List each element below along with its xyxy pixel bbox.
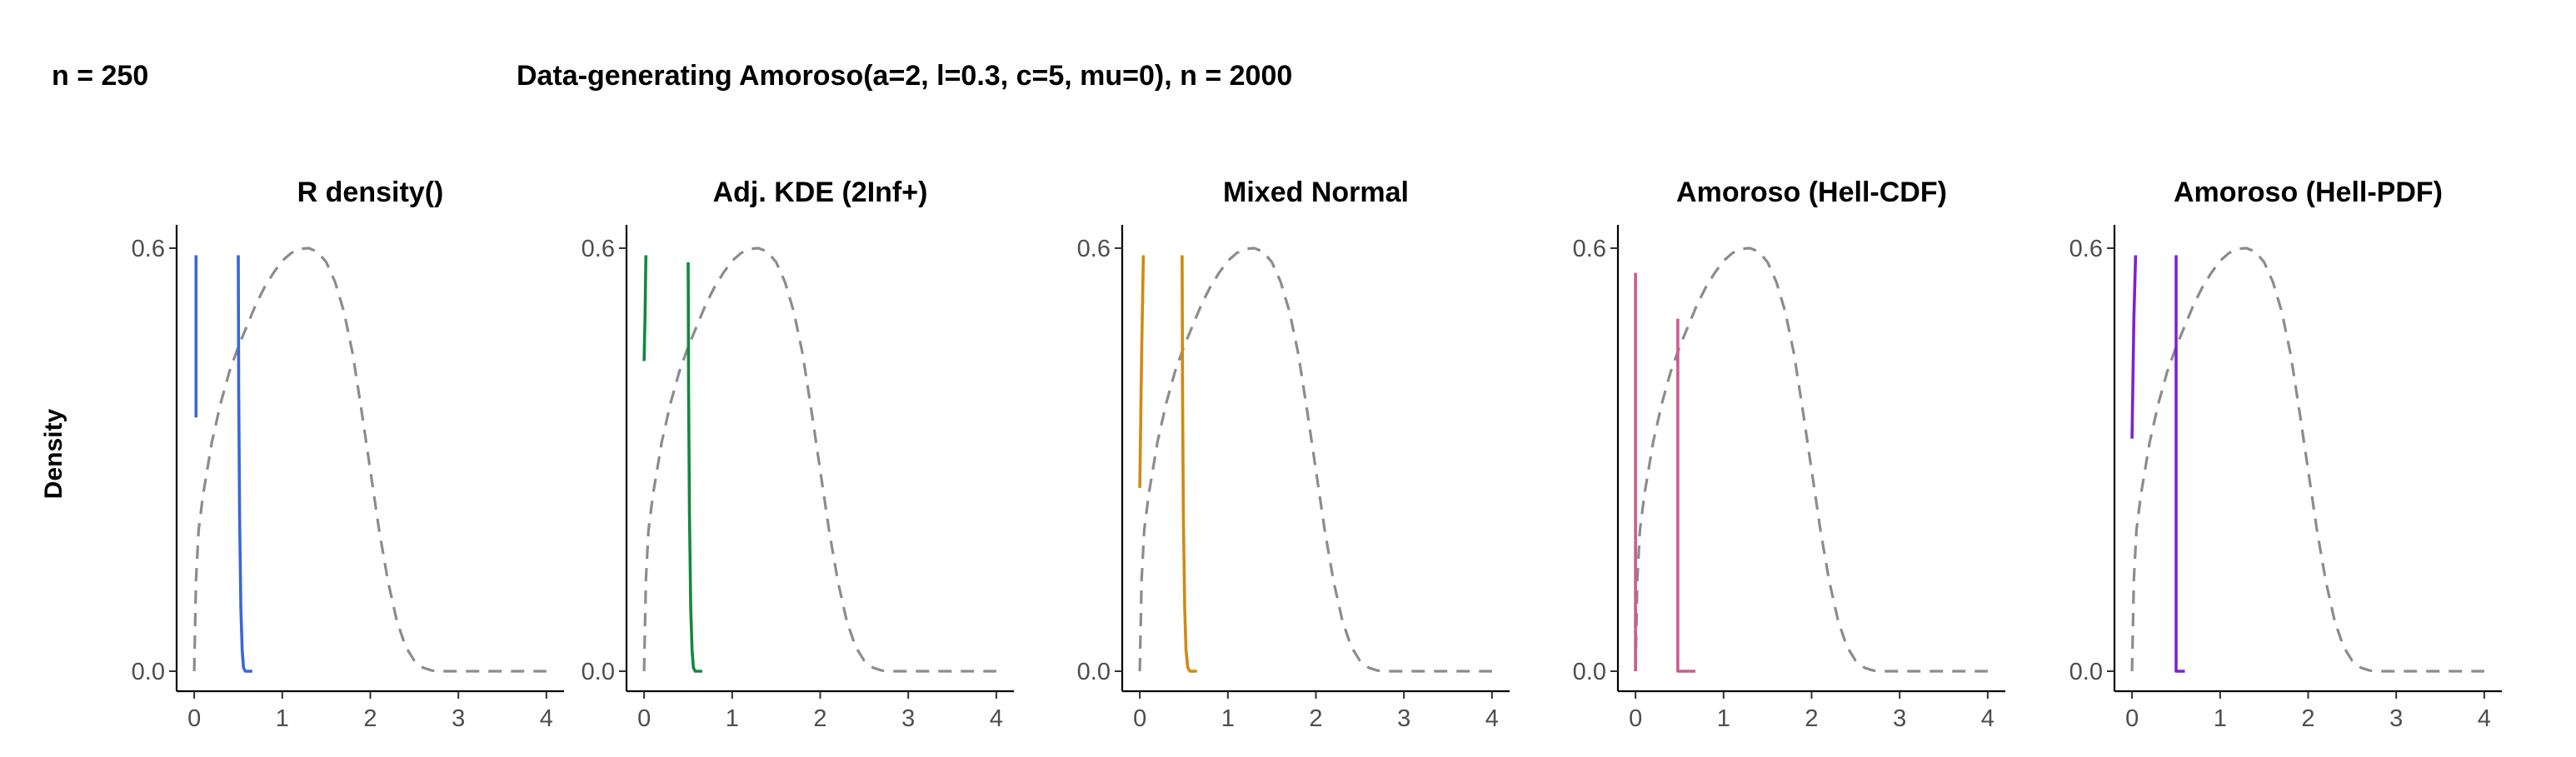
x-tick-label: 1 [726,705,739,732]
x-tick-label: 4 [2478,705,2491,732]
estimate-density-line [1181,255,1197,673]
y-tick-label: 0.0 [1573,659,1606,685]
y-tick-label: 0.6 [1573,236,1606,262]
x-tick-label: 0 [187,705,201,732]
y-tick-label: 0.6 [1077,236,1111,262]
x-tick-label: 1 [2214,705,2227,732]
y-axis-label: Density [40,409,67,500]
x-tick-label: 2 [1805,705,1818,732]
panel-mixed-normal: Mixed Normal 0.0 0.6 0 1 2 3 4 [1077,177,1510,732]
estimate-density-line [2130,255,2138,439]
x-tick-label: 3 [2389,705,2403,732]
panel-amoroso-hell-pdf: Amoroso (Hell-PDF) 0.0 0.6 0 1 2 3 4 [2069,177,2502,732]
panel-adj-kde-2inf: Adj. KDE (2Inf+) 0.0 0.6 0 1 2 3 4 [582,177,1014,732]
panel-title: Adj. KDE (2Inf+) [713,177,928,208]
reference-density-line [642,247,996,673]
x-tick-label: 2 [813,705,826,732]
x-tick-label: 0 [637,705,651,732]
x-tick-label: 3 [901,705,915,732]
y-tick-label: 0.0 [1077,659,1111,685]
estimate-density-line [1676,318,1695,673]
y-tick-label: 0.0 [2069,659,2103,685]
y-tick-label: 0.6 [132,236,165,262]
panel-title: Amoroso (Hell-PDF) [2174,177,2443,208]
panels-container: R density() 0.0 0.6 0 1 2 3 4 Adj. KDE (2Inf+) 0.… [132,177,2502,732]
y-tick-label: 0.6 [2069,236,2103,262]
panel-amoroso-hell-cdf: Amoroso (Hell-CDF) 0.0 0.6 0 1 2 3 4 [1573,177,2005,732]
x-tick-label: 3 [1893,705,1906,732]
panel-title: R density() [297,177,444,208]
x-tick-label: 4 [540,705,553,732]
x-tick-label: 2 [1309,705,1322,732]
estimate-density-line [2174,255,2185,673]
panel-title: Mixed Normal [1223,177,1409,208]
x-tick-label: 2 [363,705,377,732]
x-tick-label: 4 [990,705,1003,732]
x-tick-label: 1 [1221,705,1235,732]
x-tick-label: 3 [1397,705,1410,732]
reference-density-line [192,247,547,673]
x-tick-label: 1 [276,705,289,732]
y-tick-label: 0.0 [132,659,165,685]
reference-density-line [2130,247,2484,673]
y-tick-label: 0.0 [582,659,615,685]
figure-title: Data-generating Amoroso(a=2, l=0.3, c=5,… [517,60,1292,92]
estimate-density-line [686,261,702,673]
x-tick-label: 3 [452,705,465,732]
x-tick-label: 0 [1133,705,1146,732]
y-tick-label: 0.6 [582,236,615,262]
reference-density-line [1138,247,1492,673]
estimate-density-line [642,255,648,361]
panel-title: Amoroso (Hell-CDF) [1676,177,1947,208]
panel-r-density: R density() 0.0 0.6 0 1 2 3 4 [132,177,564,732]
x-tick-label: 4 [1485,705,1499,732]
x-tick-label: 0 [2125,705,2139,732]
x-tick-label: 2 [2301,705,2314,732]
reference-density-line [1634,247,1988,673]
x-tick-label: 1 [1717,705,1730,732]
estimate-density-line [1138,255,1146,488]
x-tick-label: 4 [1981,705,1994,732]
x-tick-label: 0 [1629,705,1642,732]
sample-size-label: n = 250 [52,60,148,92]
estimate-density-line [237,255,252,673]
